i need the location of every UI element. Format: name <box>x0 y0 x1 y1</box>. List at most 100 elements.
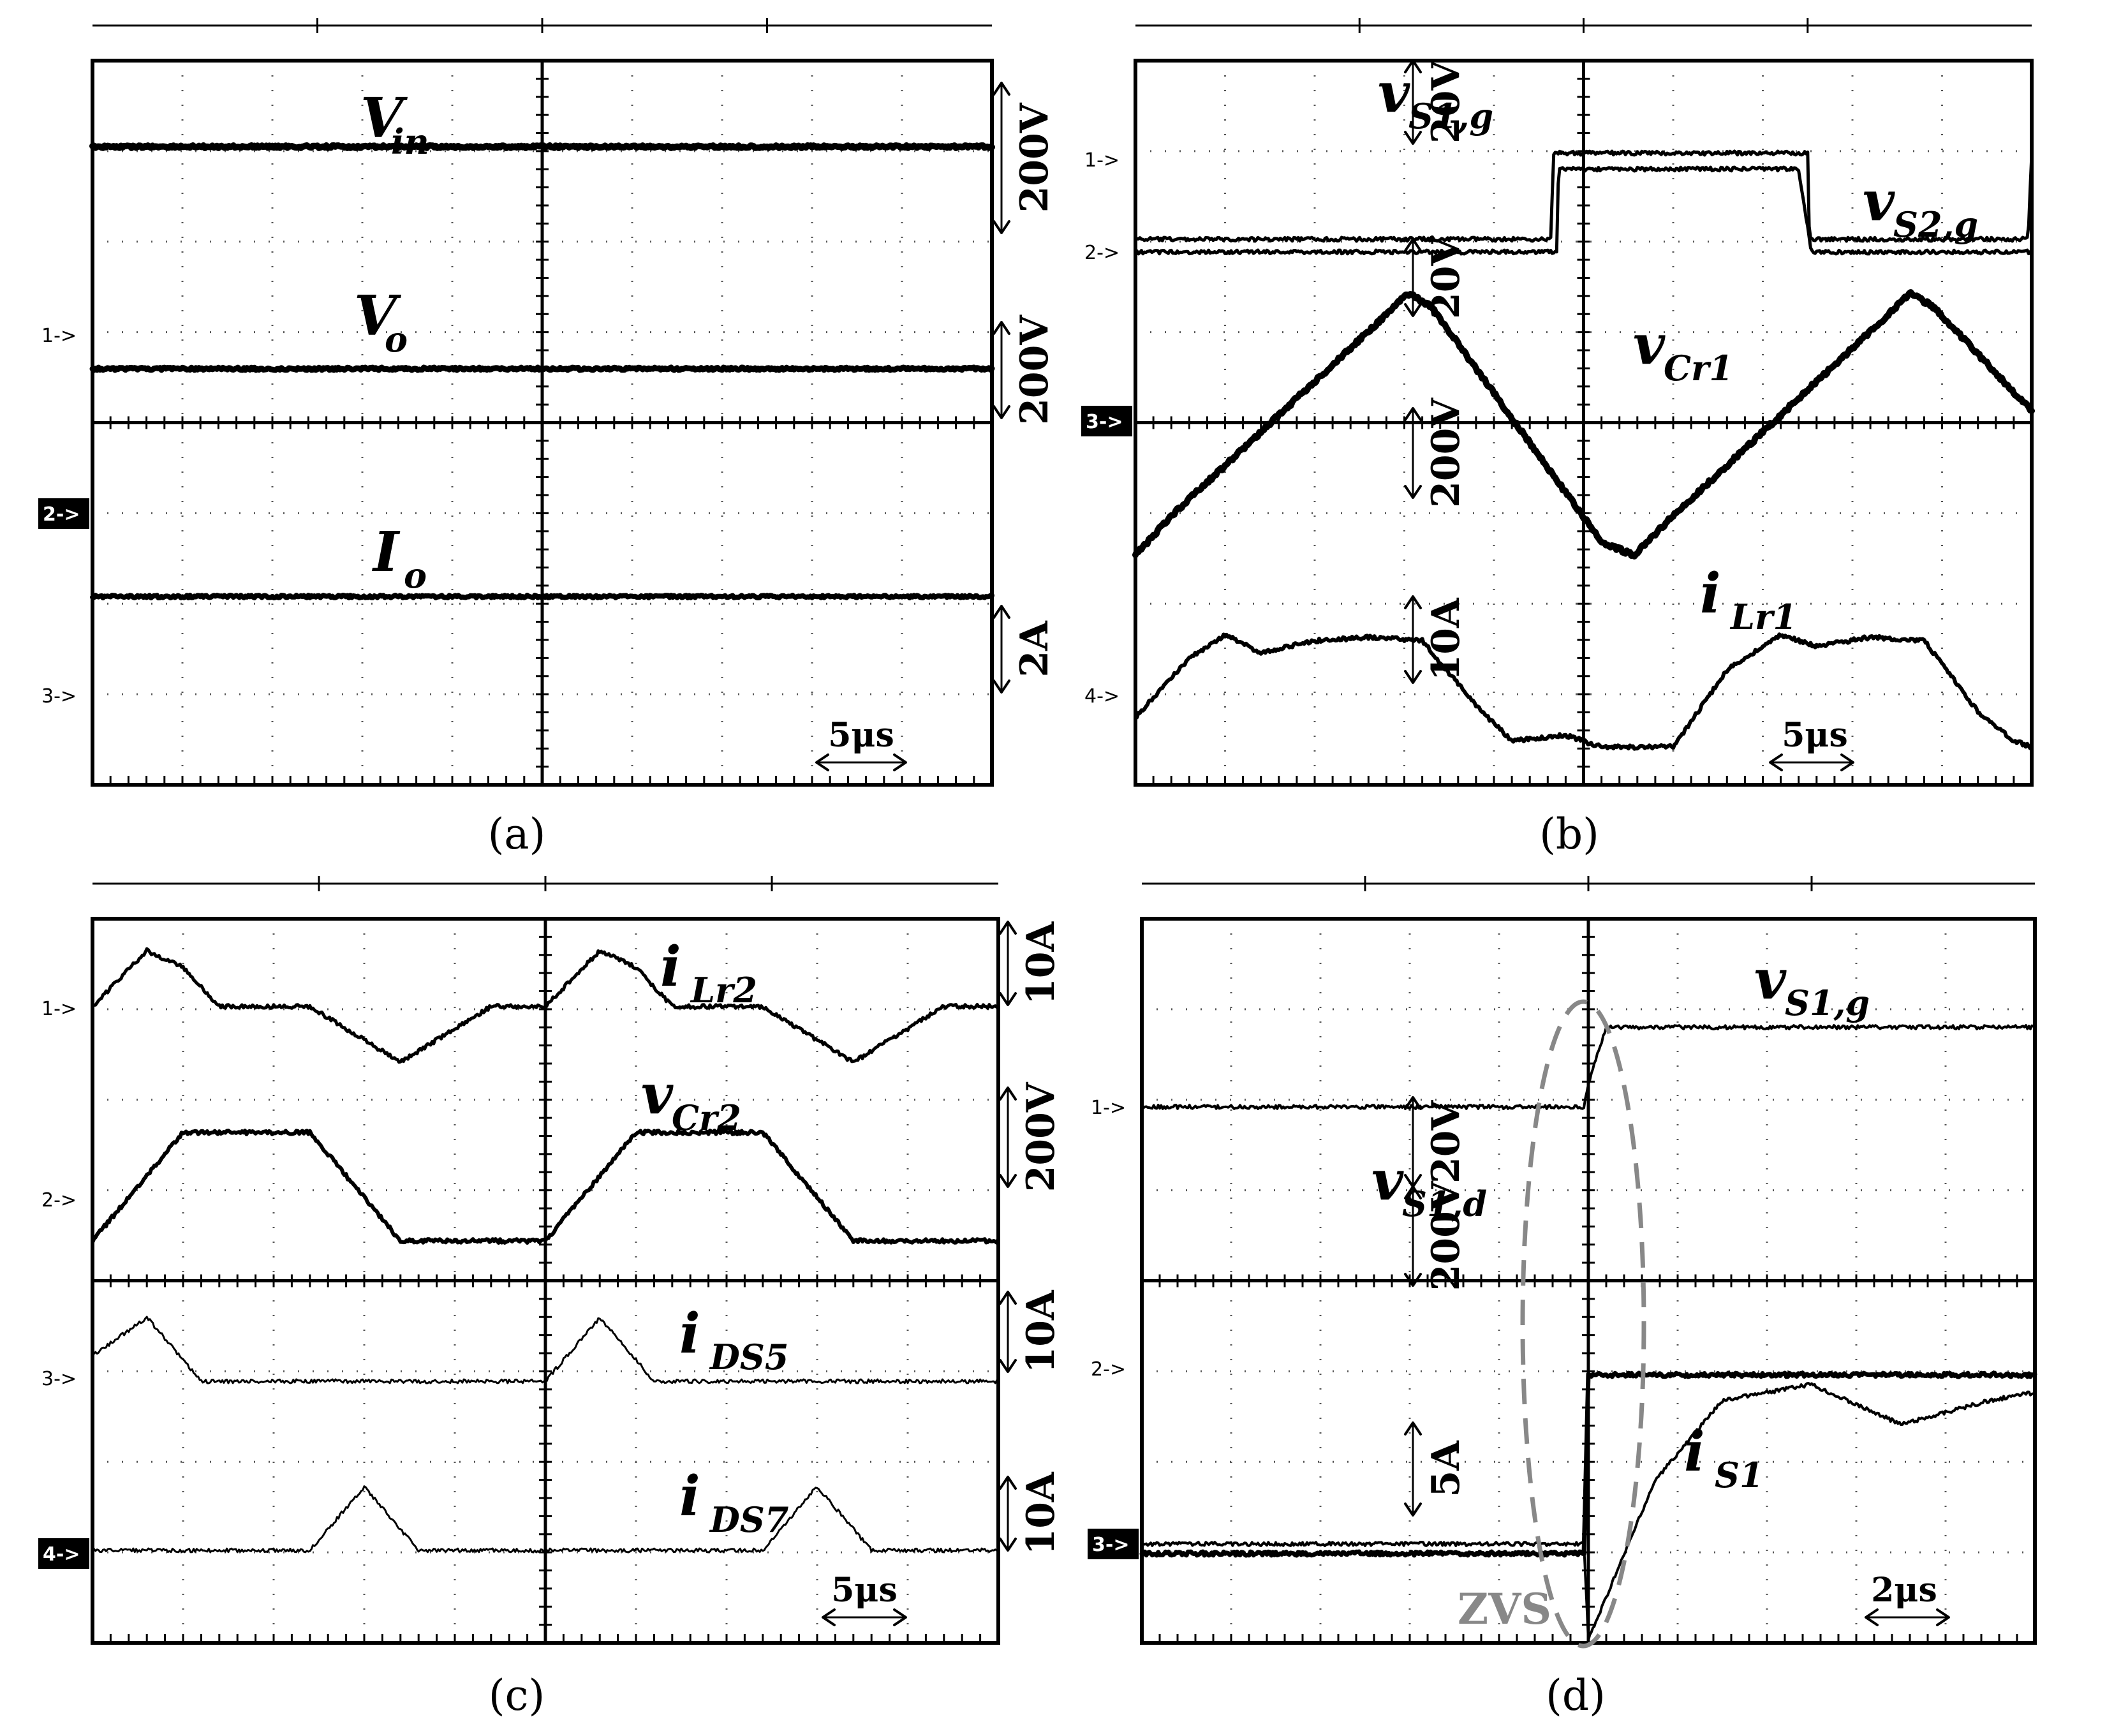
scale-arrow-head-up <box>993 605 1010 619</box>
channel-marker-box <box>38 1538 89 1569</box>
scale-label: 10A <box>1019 1471 1063 1555</box>
zvs-annotation: ZVS <box>1458 1584 1551 1634</box>
signal-label: v <box>1371 1148 1404 1213</box>
scale-arrow-head-down <box>993 679 1010 694</box>
signal-subscript: Lr2 <box>690 970 757 1011</box>
channel-marker: 2-> <box>41 1189 77 1212</box>
timebase-label: 5μs <box>828 716 894 755</box>
scale-label: 200V <box>1424 397 1468 508</box>
channel-marker-box <box>1081 406 1132 436</box>
trace-i-Lr2 <box>91 947 1000 1064</box>
channel-marker: 2-> <box>1091 1358 1126 1381</box>
scale-label: 20V <box>1424 60 1468 144</box>
trace-v-S1g <box>1141 1024 2036 1110</box>
scale-arrow-head-down <box>999 1359 1017 1373</box>
channel-marker: 2-> <box>1084 242 1120 264</box>
scale-arrow-head-down <box>993 405 1010 419</box>
signal-label: i <box>679 1464 700 1529</box>
trace-i-DS7 <box>91 1485 1000 1554</box>
channel-marker: 3-> <box>41 685 77 708</box>
scale-arrow-head-up <box>999 1087 1017 1101</box>
signal-label: I <box>371 520 401 584</box>
timebase-label: 5μs <box>831 1571 898 1610</box>
channel-marker-box <box>38 498 89 529</box>
signal-subscript: o <box>385 319 408 360</box>
scale-arrow-head-up <box>1404 595 1422 609</box>
signal-subscript: Cr1 <box>1664 348 1733 389</box>
trace-V-in <box>89 142 995 151</box>
scale-arrow-head-down <box>1404 1502 1422 1517</box>
timebase-arrow-head-right <box>893 753 907 771</box>
panel-caption: (a) <box>488 810 546 859</box>
signal-subscript: S2,g <box>1893 204 1978 245</box>
scale-label: 10A <box>1019 921 1063 1005</box>
scale-label: 200V <box>1012 102 1057 212</box>
scale-arrow-head-down <box>999 1174 1017 1188</box>
trace-v-S2g <box>1134 165 2034 256</box>
signal-label: V <box>354 284 402 348</box>
trace-v-Cr2 <box>91 1129 1000 1245</box>
channel-marker: 4-> <box>1084 685 1120 708</box>
signal-subscript: DS7 <box>709 1499 788 1540</box>
timebase-arrow-head-left <box>815 753 829 771</box>
scale-arrow-head-up <box>993 82 1010 96</box>
timebase-arrow-head-left <box>822 1608 836 1626</box>
scale-label: 20V <box>1424 1100 1468 1183</box>
scale-label: 10A <box>1424 597 1468 681</box>
scale-arrow-head-up <box>1404 59 1422 73</box>
scale-arrow-head-down <box>999 1538 1017 1552</box>
scale-arrow-head-up <box>1404 238 1422 252</box>
trace-I-o <box>90 593 994 600</box>
scale-arrow-head-up <box>999 921 1017 935</box>
panel-caption: (b) <box>1539 810 1599 859</box>
signal-label: v <box>1863 169 1895 234</box>
channel-marker: 1-> <box>41 325 77 347</box>
scale-arrow-head-up <box>1404 1096 1422 1110</box>
signal-subscript: o <box>404 555 427 596</box>
scale-label: 200V <box>1012 315 1057 425</box>
scale-arrow-head-down <box>1404 1273 1422 1287</box>
screen-frame <box>91 59 994 787</box>
screen-frame <box>1134 59 2034 787</box>
timebase-arrow-head-right <box>1936 1608 1950 1626</box>
scale-arrow-head-down <box>1404 303 1422 317</box>
screen-frame <box>91 917 1000 1645</box>
scale-arrow-head-down <box>993 220 1010 234</box>
trace-i-DS5 <box>91 1316 1000 1384</box>
signal-label: i <box>1684 1420 1705 1484</box>
signal-label: V <box>360 86 408 151</box>
channel-marker: 1-> <box>1084 149 1120 172</box>
timebase-arrow-head-right <box>1840 753 1854 771</box>
signal-label: v <box>1754 947 1787 1012</box>
panel-caption: (d) <box>1546 1671 1606 1720</box>
signal-subscript: S1,g <box>1785 983 1870 1023</box>
timebase-label: 5μs <box>1782 716 1848 755</box>
scale-arrow-head-up <box>1404 1185 1422 1199</box>
timebase-arrow-head-left <box>1769 753 1783 771</box>
scale-arrow-head-down <box>1404 131 1422 145</box>
channel-marker: 3-> <box>1092 1534 1129 1556</box>
signal-subscript: S1,g <box>1408 96 1493 137</box>
scale-label: 200V <box>1424 1180 1468 1291</box>
trace-V-o <box>89 364 995 373</box>
channel-marker: 3-> <box>41 1368 77 1390</box>
signal-label: i <box>660 935 681 999</box>
scale-label: 200V <box>1019 1081 1063 1192</box>
scale-arrow-head-up <box>1404 1421 1422 1436</box>
signal-subscript: DS5 <box>709 1337 788 1377</box>
scale-arrow-head-up <box>999 1291 1017 1305</box>
panel-a: Vin 200V Vo 200V I o 2A 1-> 2-> 3-> 5μs (a) <box>38 18 1057 859</box>
scale-arrow-head-down <box>1404 485 1422 499</box>
channel-marker-box <box>1088 1529 1139 1559</box>
signal-subscript: Cr2 <box>672 1097 741 1138</box>
trace-v-S1g <box>1134 149 2034 243</box>
timebase-arrow-head-right <box>893 1608 907 1626</box>
scale-arrow-head-down <box>1404 670 1422 684</box>
channel-marker: 2-> <box>43 503 80 526</box>
signal-label: v <box>641 1062 674 1127</box>
scale-arrow-head-down <box>999 992 1017 1006</box>
scale-label: 2A <box>1012 620 1057 678</box>
scale-arrow-head-up <box>999 1476 1017 1490</box>
